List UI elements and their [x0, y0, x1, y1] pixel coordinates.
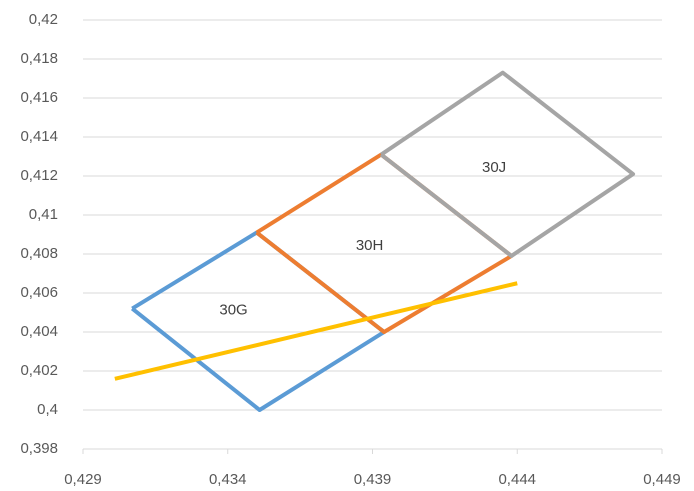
y-tick-label: 0,398	[20, 440, 58, 457]
x-tick-label: 0,434	[209, 471, 247, 488]
y-tick-label: 0,404	[20, 323, 58, 340]
y-tick-label: 0,42	[29, 11, 58, 28]
y-tick-label: 0,416	[20, 89, 58, 106]
x-tick-label: 0,444	[498, 471, 536, 488]
x-tick-label: 0,429	[64, 471, 102, 488]
y-tick-label: 0,4	[37, 401, 58, 418]
y-tick-label: 0,408	[20, 245, 58, 262]
y-tick-label: 0,41	[29, 206, 58, 223]
x-tick-label: 0,449	[643, 471, 681, 488]
annotation: 30H	[356, 237, 384, 254]
annotation: 30G	[219, 302, 247, 319]
y-tick-label: 0,402	[20, 362, 58, 379]
series-line	[255, 152, 514, 334]
series-line	[379, 70, 636, 258]
y-tick-label: 0,406	[20, 284, 58, 301]
y-tick-label: 0,414	[20, 128, 58, 145]
series-line	[114, 281, 518, 381]
y-tick-label: 0,412	[20, 167, 58, 184]
series-line	[130, 230, 387, 412]
y-tick-label: 0,418	[20, 50, 58, 67]
x-tick-label: 0,439	[354, 471, 392, 488]
annotation: 30J	[482, 159, 506, 176]
